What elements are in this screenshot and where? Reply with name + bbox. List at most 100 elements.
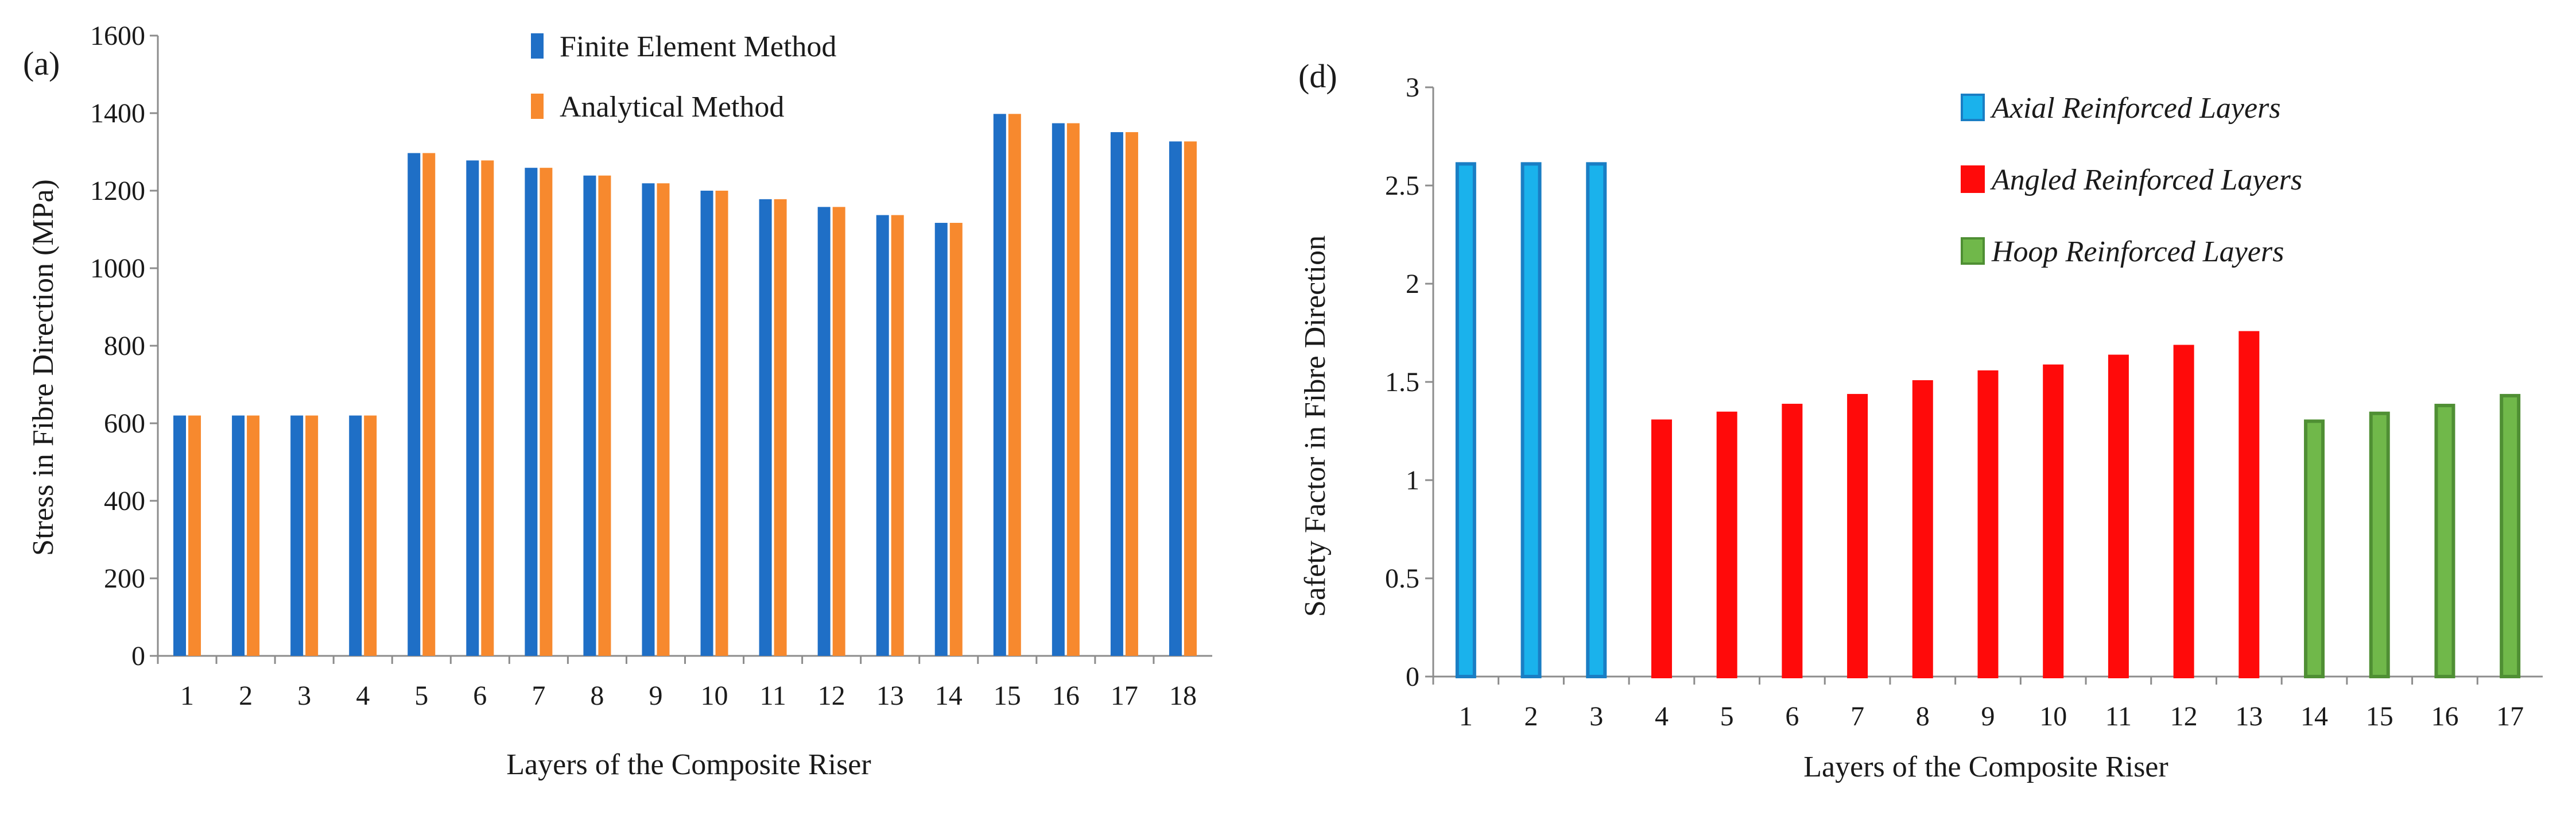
panel-a-bar-fem-16 <box>1052 123 1065 656</box>
panel-d-bar-axial-3 <box>1586 162 1607 678</box>
panel-d-legend-label-axial: Axial Reinforced Layers <box>1990 92 2281 125</box>
panel-d-y-tick-label: 2.5 <box>1385 171 1419 201</box>
panel-a-x-tick-label: 2 <box>239 681 253 711</box>
panel-d-x-tick-label: 3 <box>1589 701 1603 732</box>
chart-panel-a: (a) Stress in Fibre Direction (MPa) Laye… <box>23 21 1212 781</box>
panel-d-bar-angled-5 <box>1716 411 1737 678</box>
panel-d-y-tick-label: 3 <box>1406 72 1419 103</box>
panel-a-bar-fem-3 <box>290 415 304 656</box>
panel-a-x-tick-label: 13 <box>876 681 904 711</box>
panel-d-bar-angled-10 <box>2043 364 2064 678</box>
panel-a-legend-label-analytical: Analytical Method <box>560 91 784 123</box>
panel-a-x-tick-label: 11 <box>759 681 786 711</box>
panel-d-legend-swatch-hoop <box>1961 237 1985 265</box>
panel-a-x-tick-label: 5 <box>414 681 428 711</box>
panel-a-y-tick-label: 1400 <box>90 98 145 129</box>
panel-d-bars <box>1455 162 2521 679</box>
panel-a-y-tick-label: 600 <box>104 408 145 439</box>
panel-a-bar-analytical-3 <box>305 415 319 656</box>
panel-a-x-tick-label: 1 <box>180 681 194 711</box>
panel-a-bar-fem-4 <box>349 415 362 656</box>
panel-a-x-axis-title: Layers of the Composite Riser <box>506 748 871 781</box>
panel-d-x-tick-label: 8 <box>1916 701 1930 732</box>
panel-a-x-tick-label: 4 <box>356 681 370 711</box>
panel-a-bar-fem-5 <box>408 153 421 656</box>
panel-a-bar-analytical-9 <box>657 183 670 656</box>
panel-a-label: (a) <box>23 45 60 82</box>
panel-d-x-tick-label: 10 <box>2039 701 2067 732</box>
panel-d-legend-label-hoop: Hoop Reinforced Layers <box>1991 235 2284 268</box>
panel-d-y-tick-label: 1 <box>1406 465 1419 496</box>
panel-d-x-tick-label: 9 <box>1981 701 1995 732</box>
panel-d-legend: Axial Reinforced Layers Angled Reinforced… <box>1961 92 2302 268</box>
panel-d-y-tick-label: 0 <box>1406 662 1419 692</box>
panel-a-bar-analytical-5 <box>422 153 436 656</box>
panel-a-x-tick-label: 12 <box>818 681 845 711</box>
panel-d-y-tick-label: 2 <box>1406 269 1419 299</box>
panel-a-x-tick-label: 10 <box>701 681 728 711</box>
panel-a-bars <box>173 114 1197 656</box>
panel-a-bar-fem-11 <box>759 199 772 656</box>
panel-a-x-tick-label: 8 <box>590 681 604 711</box>
panel-a-y-tick-label: 0 <box>131 641 145 671</box>
panel-d-x-tick-label: 11 <box>2105 701 2132 732</box>
panel-d-bar-angled-12 <box>2173 345 2194 678</box>
panel-a-x-tick-label: 18 <box>1169 681 1197 711</box>
panel-a-bar-fem-9 <box>642 183 655 656</box>
panel-a-bar-fem-17 <box>1110 132 1123 656</box>
panel-d-y-axis-title: Safety Factor in Fibre Direction <box>1299 235 1332 617</box>
panel-d-bar-angled-7 <box>1847 393 1868 678</box>
panel-a-bar-analytical-2 <box>247 415 260 656</box>
panel-a-bar-fem-14 <box>934 223 948 656</box>
panel-d-y-tick-label: 0.5 <box>1385 563 1419 594</box>
panel-d-bar-hoop-16 <box>2434 404 2455 678</box>
panel-a-bar-fem-2 <box>232 415 245 656</box>
panel-a-legend-swatch-fem <box>531 33 544 59</box>
panel-d-bar-axial-1 <box>1455 162 1476 678</box>
panel-d-axes: 00.511.522.531 2 3 4 5 6 7 8 9 10 11 12 13 14 15 16 17 <box>1385 72 2543 732</box>
panel-a-bar-analytical-12 <box>832 207 845 656</box>
panel-a-x-tick-label: 14 <box>935 681 963 711</box>
panel-a-bar-analytical-15 <box>1008 114 1021 656</box>
panel-a-bar-analytical-11 <box>774 199 787 656</box>
panel-d-bar-angled-13 <box>2239 331 2260 678</box>
panel-d-bar-hoop-15 <box>2369 411 2390 678</box>
panel-a-x-tick-label: 3 <box>297 681 311 711</box>
panel-d-bar-angled-6 <box>1782 404 1803 678</box>
panel-d-x-axis-title: Layers of the Composite Riser <box>1803 751 2168 783</box>
panel-a-bar-analytical-4 <box>364 415 377 656</box>
panel-a-bar-analytical-13 <box>891 215 904 656</box>
panel-a-x-tick-label: 16 <box>1052 681 1080 711</box>
panel-a-bar-fem-10 <box>700 191 713 656</box>
panel-d-bar-angled-8 <box>1912 380 1933 678</box>
panel-d-bar-angled-9 <box>1977 370 1999 678</box>
panel-a-y-tick-label: 400 <box>104 486 145 516</box>
panel-a-y-tick-label: 800 <box>104 331 145 361</box>
panel-d-bar-angled-4 <box>1651 419 1672 679</box>
panel-d-x-tick-label: 4 <box>1655 701 1669 732</box>
panel-a-bar-analytical-6 <box>481 160 494 656</box>
panel-a-bar-analytical-8 <box>598 175 611 656</box>
panel-a-bar-fem-12 <box>817 207 831 656</box>
panel-a-y-tick-label: 1000 <box>90 253 145 284</box>
panel-d-x-tick-label: 13 <box>2235 701 2263 732</box>
panel-a-x-tick-label: 17 <box>1111 681 1138 711</box>
panel-a-x-tick-label: 6 <box>473 681 487 711</box>
panel-d-x-tick-label: 17 <box>2496 701 2524 732</box>
panel-d-legend-swatch-axial <box>1961 94 1985 121</box>
panel-d-bar-axial-2 <box>1520 162 1542 678</box>
chart-panel-d: (d) Safety Factor in Fibre Direction Lay… <box>1298 57 2543 783</box>
panel-a-y-axis-title: Stress in Fibre Direction (MPa) <box>27 179 60 556</box>
panel-a-bar-analytical-10 <box>715 191 728 656</box>
panel-a-legend: Finite Element Method Analytical Method <box>531 30 836 123</box>
panel-d-x-tick-label: 5 <box>1720 701 1734 732</box>
panel-a-y-tick-label: 1200 <box>90 176 145 206</box>
panel-a-bar-analytical-18 <box>1184 141 1197 656</box>
panel-a-bar-analytical-16 <box>1066 123 1080 656</box>
panel-d-x-tick-label: 12 <box>2170 701 2198 732</box>
panel-d-x-tick-label: 7 <box>1850 701 1864 732</box>
panel-d-x-tick-label: 2 <box>1524 701 1538 732</box>
panel-a-bar-analytical-1 <box>188 415 201 656</box>
